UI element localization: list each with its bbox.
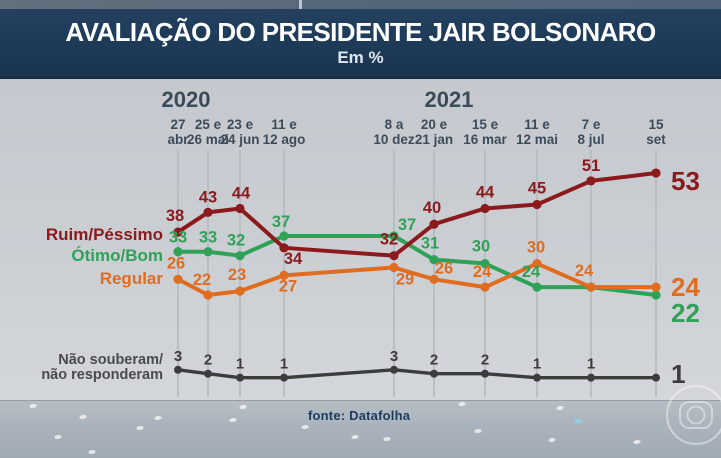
video-bottom-strip [0,401,721,458]
source-credit: fonte: Datafolha [308,408,411,423]
page-title: AVALIAÇÃO DO PRESIDENTE JAIR BOLSONARO [65,16,656,47]
video-top-strip [0,0,721,9]
video-seam [299,0,302,9]
chart-header: AVALIAÇÃO DO PRESIDENTE JAIR BOLSONARO E… [0,9,721,79]
page-subtitle: Em % [337,48,384,68]
chart-plot-background [0,79,721,401]
